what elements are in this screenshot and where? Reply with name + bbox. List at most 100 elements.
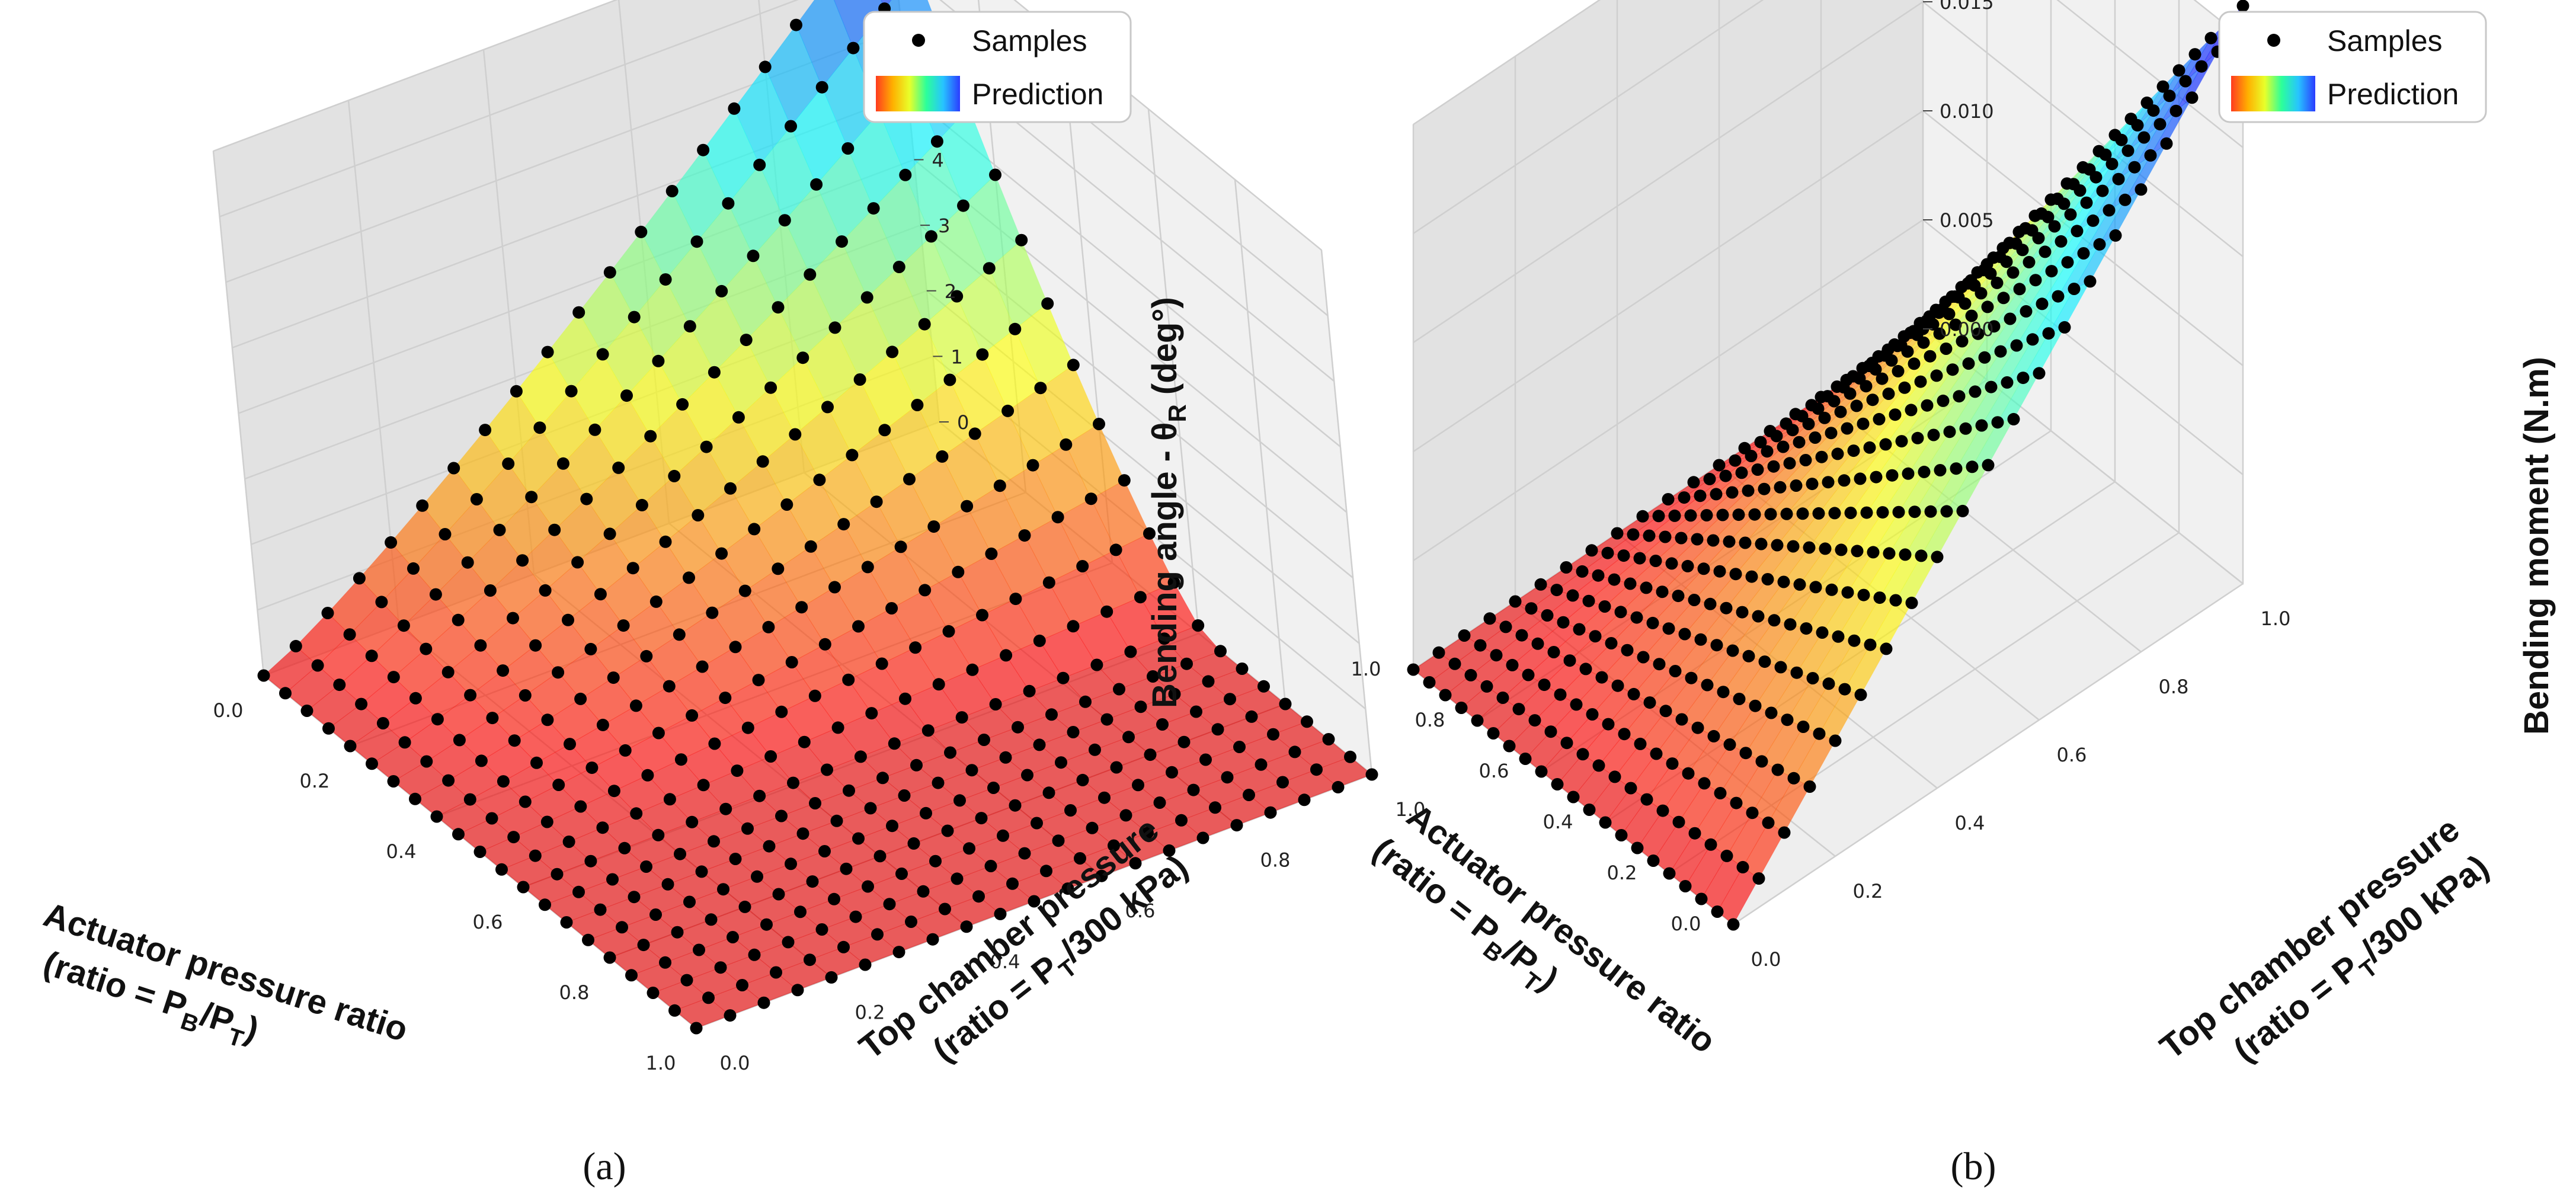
sample-point	[507, 612, 519, 625]
sample-point	[1264, 806, 1277, 819]
sample-point	[1659, 705, 1672, 718]
sample-point	[1777, 440, 1790, 453]
sample-point	[697, 779, 710, 792]
sample-point	[741, 721, 754, 734]
sample-point	[541, 345, 554, 359]
sample-point	[1021, 769, 1033, 782]
sample-point	[2160, 137, 2173, 150]
sample-point	[366, 757, 378, 770]
sample-point	[1646, 616, 1659, 629]
sample-point	[1905, 596, 1918, 609]
sample-point	[1144, 748, 1157, 761]
sample-point	[1067, 726, 1080, 738]
panel-a-caption: (a)	[583, 1145, 626, 1188]
sample-point	[464, 689, 477, 702]
sample-point	[1730, 796, 1743, 809]
sample-point	[1834, 405, 1847, 418]
sample-point	[416, 499, 429, 512]
sample-point	[1771, 763, 1784, 776]
sample-point	[1190, 705, 1202, 718]
sample-point	[1844, 507, 1857, 519]
sample-point	[1480, 680, 1493, 693]
sample-point	[548, 523, 561, 536]
sample-point	[830, 814, 843, 827]
sample-point	[1688, 827, 1701, 840]
sample-point	[572, 306, 585, 319]
sample-point	[849, 910, 862, 923]
sample-point	[1576, 565, 1589, 578]
sample-point	[2188, 48, 2201, 61]
sample-point	[903, 473, 916, 486]
sample-point	[1659, 530, 1672, 543]
sample-point	[1113, 683, 1125, 696]
sample-point	[1822, 476, 1835, 489]
gridline	[1413, 0, 1601, 126]
sample-point	[562, 836, 575, 848]
panel-b-y-axis-label: Top chamber pressure (ratio = PT/300 kPa…	[2153, 810, 2495, 1070]
sample-point	[680, 974, 693, 987]
sample-point	[1678, 491, 1691, 504]
sample-point	[1838, 474, 1851, 487]
sample-point	[1432, 646, 1445, 659]
sample-point	[1224, 693, 1236, 706]
sample-point	[673, 628, 686, 641]
sample-point	[1886, 469, 1899, 482]
sample-point	[1780, 417, 1793, 430]
y-tick-label: 0.2	[1853, 880, 1883, 902]
sample-point	[1889, 594, 1902, 607]
sample-point	[1662, 493, 1675, 505]
sample-point	[2128, 161, 2141, 174]
x-tick-label: 1.0	[1351, 658, 1381, 680]
sample-point	[618, 841, 631, 854]
sample-point	[1698, 777, 1711, 790]
sample-point	[1067, 620, 1080, 633]
sample-point	[1765, 706, 1778, 719]
sample-point	[2029, 274, 2042, 287]
sample-point	[1978, 351, 1991, 364]
sample-point	[2179, 75, 2192, 88]
sample-point	[463, 793, 476, 806]
sample-point	[1921, 399, 1934, 412]
sample-point	[659, 535, 672, 548]
sample-point	[2163, 89, 2176, 103]
sample-point	[510, 385, 523, 398]
sample-point	[473, 846, 487, 858]
sample-point	[556, 457, 569, 470]
sample-point	[1566, 589, 1579, 602]
sample-point	[1614, 606, 1627, 619]
sample-point	[1892, 364, 1905, 377]
sample-point	[1055, 756, 1067, 769]
sample-point	[1736, 606, 1749, 619]
sample-point	[1560, 737, 1573, 750]
sample-point	[1257, 680, 1270, 693]
sample-point	[1110, 761, 1123, 774]
sample-point	[1691, 533, 1704, 546]
sample-point	[539, 584, 552, 597]
sample-point	[2236, 0, 2249, 12]
sample-point	[1615, 829, 1628, 841]
sample-point	[1322, 733, 1335, 745]
sample-point	[439, 528, 452, 540]
sample-point	[1803, 780, 1816, 793]
sample-point	[963, 842, 975, 855]
sample-point	[652, 354, 665, 367]
sample-point	[939, 902, 951, 916]
sample-point	[1243, 789, 1255, 801]
sample-point	[927, 520, 940, 533]
sample-point	[1631, 841, 1644, 854]
sample-point	[607, 785, 620, 798]
sample-point	[1787, 540, 1800, 553]
sample-point	[616, 921, 628, 934]
sample-point	[983, 262, 996, 275]
sample-point	[1959, 422, 1972, 435]
sample-point	[257, 669, 270, 682]
sample-point	[1487, 727, 1500, 740]
gridline	[213, 0, 618, 152]
sample-point	[1276, 776, 1289, 789]
gridline	[1922, 219, 2244, 475]
sample-point	[1729, 568, 1742, 581]
sample-point	[495, 863, 508, 876]
sample-point	[1953, 390, 1966, 403]
sample-point	[1729, 454, 1742, 467]
sample-point	[1815, 450, 1828, 463]
